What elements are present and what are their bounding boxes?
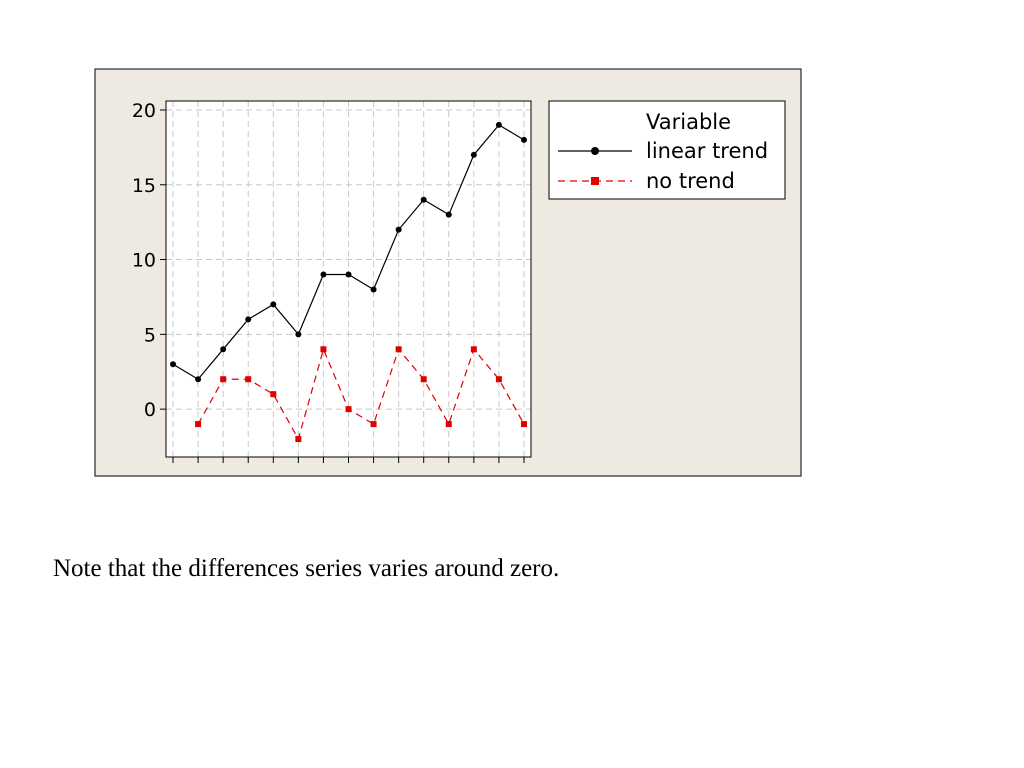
legend-box: [548, 100, 786, 200]
legend-label-linear-trend: linear trend: [646, 139, 768, 163]
data-point-linear-trend: [345, 271, 352, 278]
data-point-linear-trend: [245, 316, 252, 323]
legend-label-no-trend: no trend: [646, 169, 735, 193]
legend-title: Variable: [646, 110, 731, 134]
data-point-no-trend: [445, 421, 452, 428]
data-point-no-trend: [345, 406, 352, 413]
plot-background: [166, 101, 531, 457]
data-point-no-trend: [520, 421, 527, 428]
note-text: Note that the differences series varies …: [53, 555, 560, 582]
y-tick-label: 0: [144, 399, 156, 421]
series-line-no-trend: [197, 347, 525, 441]
data-point-no-trend: [220, 376, 227, 383]
data-point-linear-trend: [320, 271, 327, 278]
data-point-no-trend: [195, 421, 202, 428]
data-point-no-trend: [420, 376, 427, 383]
grid: [166, 101, 531, 457]
y-tick-label: 5: [144, 324, 156, 346]
data-point-no-trend: [395, 346, 402, 353]
axes: 0 5 10 15 20: [132, 100, 525, 463]
data-point-linear-trend: [370, 286, 377, 293]
data-point-linear-trend: [220, 346, 227, 353]
series: [170, 121, 527, 443]
y-tick-label: 20: [132, 100, 156, 122]
data-point-linear-trend: [295, 331, 302, 338]
legend-marker-linear-trend: [591, 147, 599, 155]
data-point-no-trend: [470, 346, 477, 353]
data-point-no-trend: [370, 421, 377, 428]
data-point-no-trend: [320, 346, 327, 353]
data-point-no-trend: [495, 376, 502, 383]
y-tick-label: 15: [132, 175, 156, 197]
data-point-no-trend: [245, 376, 252, 383]
data-point-linear-trend: [520, 136, 527, 143]
data-point-linear-trend: [445, 211, 452, 218]
y-tick-label: 10: [132, 250, 156, 272]
legend-marker-no-trend: [591, 177, 599, 185]
data-point-linear-trend: [420, 196, 427, 203]
data-point-linear-trend: [470, 151, 477, 158]
data-point-linear-trend: [395, 226, 402, 233]
data-point-linear-trend: [495, 121, 502, 128]
data-point-no-trend: [270, 391, 277, 398]
plot-area: 0 5 10 15 20: [132, 100, 532, 463]
data-point-linear-trend: [270, 301, 277, 308]
legend: Variable linear trend no trend: [548, 100, 786, 200]
data-point-linear-trend: [195, 376, 202, 383]
data-point-no-trend: [295, 436, 302, 443]
data-point-linear-trend: [170, 361, 177, 368]
